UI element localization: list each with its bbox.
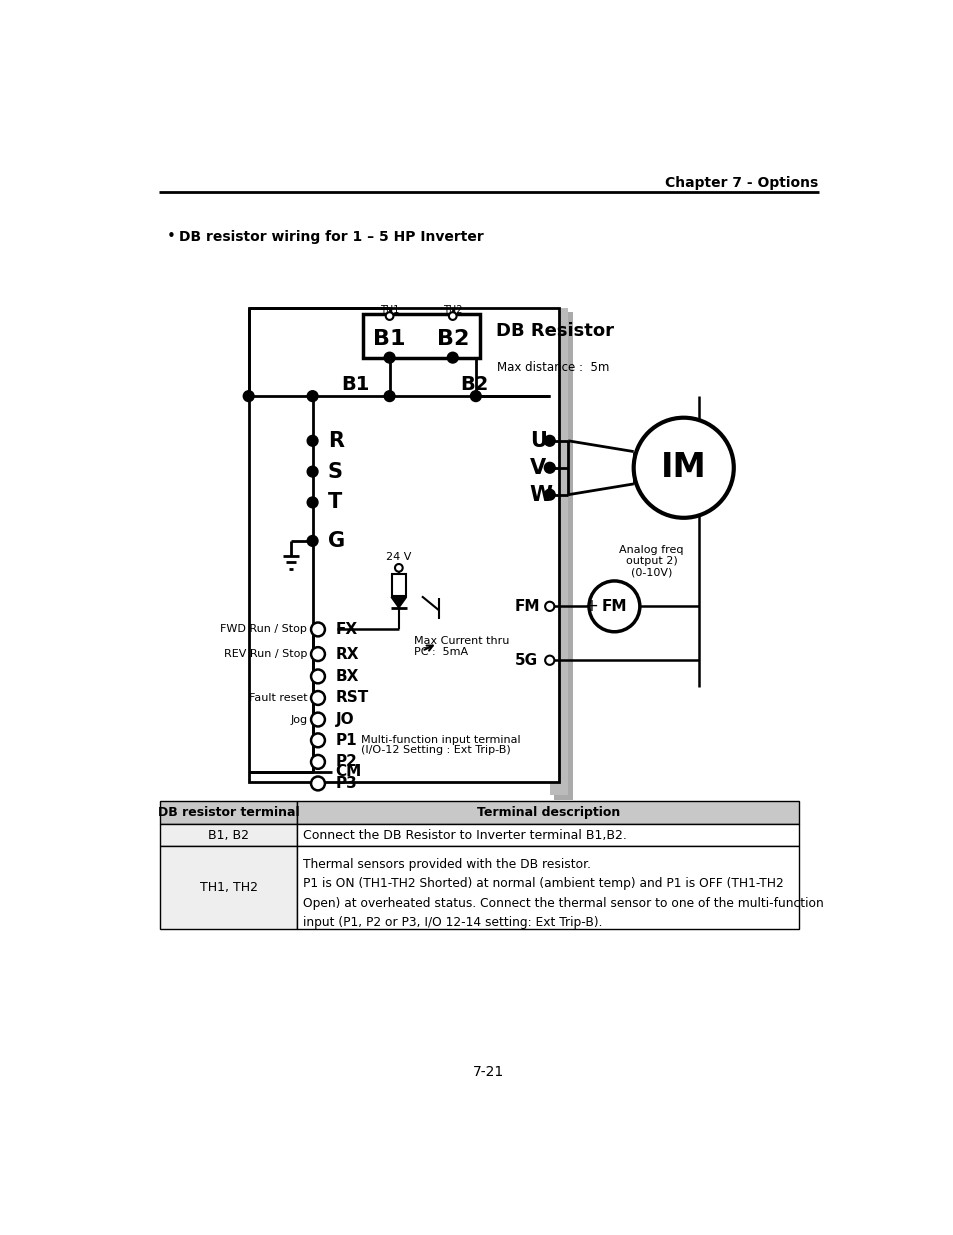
Circle shape xyxy=(311,777,325,790)
Text: TH2: TH2 xyxy=(442,305,462,315)
Circle shape xyxy=(311,692,325,705)
Circle shape xyxy=(544,462,555,473)
Text: Open) at overheated status. Connect the thermal sensor to one of the multi-funct: Open) at overheated status. Connect the … xyxy=(302,897,822,910)
Text: Chapter 7 - Options: Chapter 7 - Options xyxy=(664,175,818,190)
Bar xyxy=(549,308,568,795)
Text: CM: CM xyxy=(335,764,361,779)
Text: DB Resistor: DB Resistor xyxy=(496,321,613,340)
Bar xyxy=(363,314,480,358)
Text: Thermal sensors provided with the DB resistor.: Thermal sensors provided with the DB res… xyxy=(302,858,590,871)
Circle shape xyxy=(544,489,555,500)
Circle shape xyxy=(544,656,554,664)
Text: 24 V: 24 V xyxy=(386,552,411,562)
Text: +: + xyxy=(584,598,598,615)
Text: REV Run / Stop: REV Run / Stop xyxy=(224,650,307,659)
Circle shape xyxy=(311,669,325,683)
Circle shape xyxy=(311,755,325,769)
Bar xyxy=(160,802,297,824)
Text: 7-21: 7-21 xyxy=(473,1066,504,1079)
Text: T: T xyxy=(328,493,342,513)
Text: B2: B2 xyxy=(460,375,488,394)
Bar xyxy=(554,312,572,799)
Text: RST: RST xyxy=(335,690,369,705)
Bar xyxy=(297,846,799,929)
Circle shape xyxy=(384,390,395,401)
Text: FX: FX xyxy=(335,622,357,637)
Circle shape xyxy=(311,647,325,661)
Bar xyxy=(249,308,558,782)
Text: B1: B1 xyxy=(341,375,369,394)
Circle shape xyxy=(307,536,317,546)
Circle shape xyxy=(307,436,317,446)
Text: TH1: TH1 xyxy=(379,305,399,315)
Text: Fault reset: Fault reset xyxy=(249,693,307,703)
Circle shape xyxy=(449,312,456,320)
Text: •: • xyxy=(166,230,175,245)
Text: P2: P2 xyxy=(335,755,357,769)
Circle shape xyxy=(633,417,733,517)
Text: G: G xyxy=(328,531,345,551)
Circle shape xyxy=(311,734,325,747)
Circle shape xyxy=(307,466,317,477)
Bar xyxy=(369,319,485,363)
Circle shape xyxy=(447,352,457,363)
Text: Multi-function input terminal: Multi-function input terminal xyxy=(361,735,520,746)
Circle shape xyxy=(307,390,317,401)
Text: JO: JO xyxy=(335,713,354,727)
Text: DB resistor wiring for 1 – 5 HP Inverter: DB resistor wiring for 1 – 5 HP Inverter xyxy=(178,230,483,243)
Text: Analog freq
output 2)
(0-10V): Analog freq output 2) (0-10V) xyxy=(618,545,683,578)
Text: S: S xyxy=(328,462,343,482)
Text: DB resistor terminal: DB resistor terminal xyxy=(157,806,299,819)
Text: FM: FM xyxy=(601,599,626,614)
Circle shape xyxy=(385,312,393,320)
Text: 5G: 5G xyxy=(514,653,537,668)
Text: TH1, TH2: TH1, TH2 xyxy=(199,881,257,894)
Bar xyxy=(392,574,405,595)
Circle shape xyxy=(243,390,253,401)
Text: FWD Run / Stop: FWD Run / Stop xyxy=(220,625,307,635)
Text: Max distance :  5m: Max distance : 5m xyxy=(497,361,608,374)
Text: P1 is ON (TH1-TH2 Shorted) at normal (ambient temp) and P1 is OFF (TH1-TH2: P1 is ON (TH1-TH2 Shorted) at normal (am… xyxy=(302,877,782,890)
Text: BX: BX xyxy=(335,669,358,684)
Text: V: V xyxy=(529,458,545,478)
Circle shape xyxy=(384,352,395,363)
Text: P3: P3 xyxy=(335,776,357,790)
Bar xyxy=(297,802,799,824)
Text: P1: P1 xyxy=(335,732,357,748)
Text: Jog: Jog xyxy=(290,715,307,725)
Circle shape xyxy=(544,436,555,446)
Polygon shape xyxy=(391,597,406,608)
Circle shape xyxy=(544,601,554,611)
Text: input (P1, P2 or P3, I/O 12-14 setting: Ext Trip-B).: input (P1, P2 or P3, I/O 12-14 setting: … xyxy=(302,916,601,929)
Text: RX: RX xyxy=(335,647,359,662)
Text: Max Current thru
PC :  5mA: Max Current thru PC : 5mA xyxy=(414,636,509,657)
Circle shape xyxy=(470,390,480,401)
Text: W: W xyxy=(529,484,552,505)
Circle shape xyxy=(588,580,639,632)
Circle shape xyxy=(395,564,402,572)
Text: Terminal description: Terminal description xyxy=(476,806,619,819)
Text: FM: FM xyxy=(514,599,539,614)
Circle shape xyxy=(311,713,325,726)
Text: U: U xyxy=(529,431,546,451)
Text: R: R xyxy=(328,431,344,451)
Text: B2: B2 xyxy=(436,330,469,350)
Text: B1: B1 xyxy=(373,330,405,350)
Text: (I/O-12 Setting : Ext Trip-B): (I/O-12 Setting : Ext Trip-B) xyxy=(361,746,510,756)
Text: IM: IM xyxy=(660,451,706,484)
Text: B1, B2: B1, B2 xyxy=(208,829,249,841)
Text: Connect the DB Resistor to Inverter terminal B1,B2.: Connect the DB Resistor to Inverter term… xyxy=(302,829,626,841)
Circle shape xyxy=(311,622,325,636)
Bar xyxy=(160,824,297,846)
Circle shape xyxy=(307,496,317,508)
Bar xyxy=(160,846,297,929)
Bar xyxy=(297,824,799,846)
